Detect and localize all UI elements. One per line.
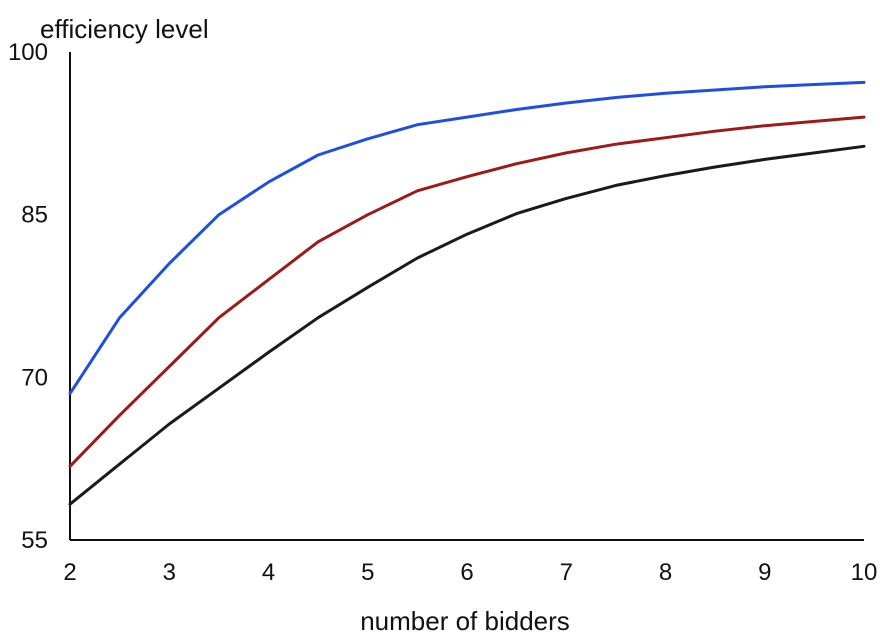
series-line-black: [68, 144, 866, 506]
x-tick-label: 7: [560, 559, 573, 586]
x-axis-title: number of bidders: [360, 606, 570, 634]
x-tick-label: 3: [163, 559, 176, 586]
series-line-red: [68, 115, 866, 468]
x-tick-label: 10: [851, 559, 878, 586]
y-tick-labels: 55 70 85 100: [8, 39, 48, 554]
y-tick-label: 70: [21, 364, 48, 391]
series-line-blue: [68, 80, 866, 396]
x-tick-label: 9: [758, 559, 771, 586]
x-tick-label: 4: [262, 559, 275, 586]
x-tick-label: 5: [361, 559, 374, 586]
x-tick-label: 2: [63, 559, 76, 586]
x-tick-label: 6: [460, 559, 473, 586]
x-tick-labels: 2 3 4 5 6 7 8 9 10: [63, 559, 877, 586]
x-tick-label: 8: [659, 559, 672, 586]
y-tick-label: 100: [8, 39, 48, 66]
series-lines: [68, 80, 866, 506]
y-axis-title: efficiency level: [40, 14, 209, 44]
y-tick-label: 55: [21, 527, 48, 554]
y-tick-label: 85: [21, 202, 48, 229]
